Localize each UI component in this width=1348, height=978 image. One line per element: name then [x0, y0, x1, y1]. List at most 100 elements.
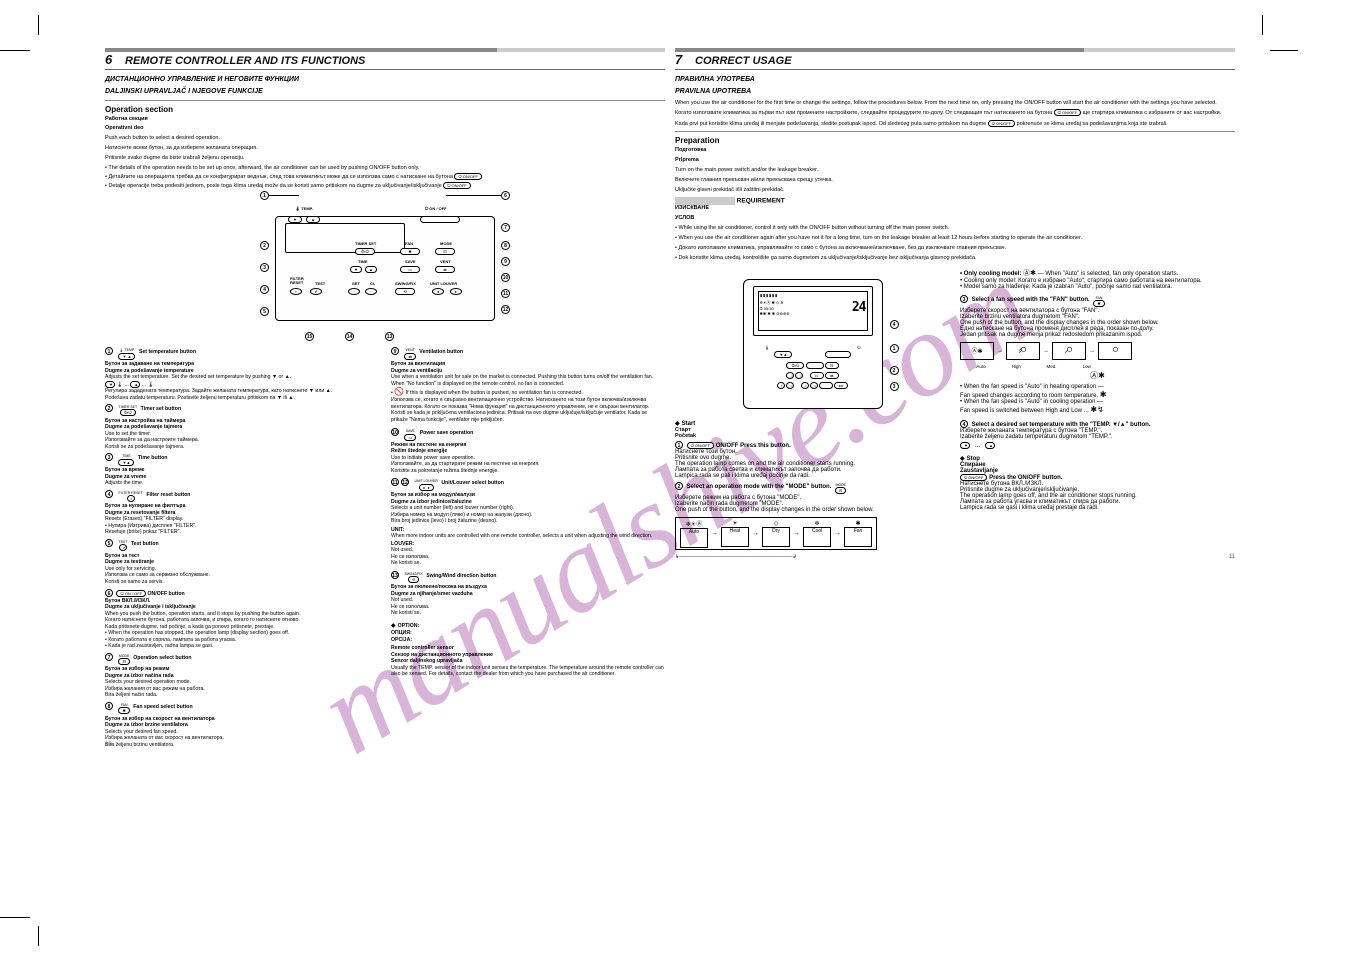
btn-vent: ⇄: [435, 266, 455, 273]
temp-up-pill: ▲: [985, 442, 995, 449]
sr-callout-2: 2: [890, 366, 899, 375]
down-pill: ▼: [105, 381, 115, 388]
test-pill: ✔: [119, 544, 127, 551]
sub-title-sr: Operativni deo: [105, 125, 665, 132]
right-left-col: ▮▮▮▮▮▮ ❄☀Ⓐ ✱ ◇ ❄⏱ 05:30✱✱ ✱ ✱ ⊚⊚⊕⊕ 24 🌡⏻…: [675, 268, 950, 560]
step-3: 3: [960, 295, 968, 303]
step-1: 1: [675, 441, 683, 449]
section-number: 6: [105, 52, 112, 67]
mode-fan: Fan: [844, 527, 872, 547]
crop-mark: [38, 926, 39, 946]
callout-13: 13: [385, 332, 394, 341]
onoff-pill: ⏻ ON/OFF: [687, 442, 714, 449]
item-col-right: 9 VENT⇄ Ventilation button Бутон за вент…: [391, 347, 665, 748]
sr-screen: ▮▮▮▮▮▮ ❄☀Ⓐ ✱ ◇ ❄⏱ 05:30✱✱ ✱ ✱ ⊚⊚⊕⊕ 24: [753, 286, 873, 336]
sr-brand: ▮▮▮▮▮▮: [760, 293, 866, 299]
small-remote-diagram: ▮▮▮▮▮▮ ❄☀Ⓐ ✱ ◇ ❄⏱ 05:30✱✱ ✱ ✱ ⊚⊚⊕⊕ 24 🌡⏻…: [733, 274, 893, 414]
num-10: 10: [391, 428, 399, 436]
mode-pill: ⊟: [835, 487, 846, 494]
section-bar: [675, 48, 1235, 52]
fan-low: [1098, 342, 1132, 360]
temp-down-pill: ▼: [960, 442, 970, 449]
lbl-onoff: ⏻ ON / OFF: [425, 206, 447, 211]
note-en: • The details of the operation needs to …: [105, 165, 665, 172]
intro-bg: Натиснете всеки бутон, за да изберете же…: [105, 145, 665, 152]
section-title-bg: ДИСТАНЦИОННО УПРАВЛЕНИЕ И НЕГОВИТЕ ФУНКЦ…: [105, 76, 665, 85]
callout-8: 8: [501, 241, 510, 250]
lbl-mode: MODE: [440, 241, 452, 246]
callout-3: 3: [260, 263, 269, 272]
lbl-vent: VENT: [440, 259, 451, 264]
save-pill: ▭: [404, 434, 416, 441]
crop-mark: [0, 50, 30, 51]
intro-en: When you use the air conditioner for the…: [675, 100, 1235, 107]
timerset-pill: ⏱▸⏻: [120, 409, 136, 416]
callout-12: 12: [501, 305, 510, 314]
lbl-unitlouver: UNIT LOUVER: [430, 281, 457, 286]
onoff-pill: ⏻ ON/OFF: [1054, 109, 1081, 116]
page-number-left: 10: [105, 742, 112, 748]
callout-15: 15: [305, 332, 314, 341]
prep-title-sr: Priprema: [675, 157, 1235, 164]
lbl-swingfix: SWING/FIX: [395, 281, 416, 286]
btn-fan: ✱: [400, 248, 420, 255]
lbl-time: TIME: [358, 259, 368, 264]
callout-2: 2: [260, 241, 269, 250]
callout-7: 7: [501, 223, 510, 232]
lbl-filter-reset: FILTERRESET: [290, 277, 304, 285]
fan-auto-big-icon: Ⓐ✱: [960, 370, 1235, 381]
fan-pill: ✱: [118, 707, 129, 714]
num-11: 11: [391, 478, 399, 486]
req-txt-bg: • Докато използвате климатика, управлява…: [675, 245, 1235, 252]
lbl-test: TEST: [315, 281, 325, 286]
intro-en: Push each button to select a desired ope…: [105, 135, 665, 142]
num-8: 8: [105, 702, 113, 710]
fan-high-icon: [1018, 345, 1029, 356]
lbl-temp: 🌡 TEMP.: [295, 206, 313, 211]
req-txt-en: • While using the air conditioner, contr…: [675, 225, 1235, 232]
callout-5: 5: [260, 307, 269, 316]
crop-mark: [1262, 15, 1263, 35]
prep-title-en: Preparation: [675, 136, 1235, 145]
step-2: 2: [675, 482, 683, 490]
num-1: 1: [105, 347, 113, 355]
start-title-sr: Početak: [675, 433, 950, 439]
lbl-fan: FAN: [405, 241, 413, 246]
prep-title-bg: Подготовка: [675, 147, 1235, 154]
callout-9: 9: [501, 257, 510, 266]
item-col-left: 1 🌡 TEMP.▼ ▲ Set temperature button Буто…: [105, 347, 379, 748]
time-pill: ▼▲: [118, 459, 134, 466]
fan-flow: Ⓐ✱ → → →: [960, 342, 1235, 360]
crop-mark: [0, 917, 30, 918]
num-13: 13: [391, 571, 399, 579]
section-header-6: 6 REMOTE CONTROLLER AND ITS FUNCTIONS: [105, 48, 665, 70]
lbl-set: SET: [352, 281, 360, 286]
swing-pill: ⟲: [408, 576, 419, 583]
btn-mode: ⊟: [435, 248, 455, 255]
onoff-pill: ⏻ ON/OFF: [443, 182, 470, 189]
note-bg: • Детайлите на операцията трябва да се к…: [105, 173, 665, 181]
prep-txt-bg: Включете главния прекъсвач и/или прекъсв…: [675, 177, 1235, 184]
sr-callout-3: 3: [890, 382, 899, 391]
num-9: 9: [391, 347, 399, 355]
btn-timerset: ⏱▸⏻: [355, 248, 375, 255]
btn-save: ▭: [400, 266, 420, 273]
req-txt2-en: • When you use the air conditioner again…: [675, 235, 1235, 242]
sr-screen-inner: ▮▮▮▮▮▮ ❄☀Ⓐ ✱ ◇ ❄⏱ 05:30✱✱ ✱ ✱ ⊚⊚⊕⊕ 24: [758, 291, 868, 331]
req-title-sr: УСЛОВ: [675, 215, 1235, 222]
intro-sr: Pritisnite svako dugme da biste izabrali…: [105, 155, 665, 162]
mode-heat: Heat: [721, 527, 749, 547]
section-bar: [105, 48, 665, 52]
page-left: 6 REMOTE CONTROLLER AND ITS FUNCTIONS ДИ…: [105, 48, 665, 748]
fan-med-icon: [1064, 345, 1075, 356]
section-title-en: CORRECT USAGE: [695, 55, 792, 67]
up-pill: ▲: [130, 381, 140, 388]
sub-title-en: Operation section: [105, 105, 665, 114]
section-title-sr: PRAVILNA UPOTREBA: [675, 88, 1235, 97]
onoff-pill: ⏻ ON/OFF: [960, 474, 987, 481]
page-number-right: 11: [1229, 554, 1235, 560]
mode-dry: Dry: [762, 527, 790, 547]
vent-pill: ⇄: [404, 353, 415, 360]
callout-1: 1: [260, 191, 269, 200]
callout-11: 11: [501, 289, 510, 298]
